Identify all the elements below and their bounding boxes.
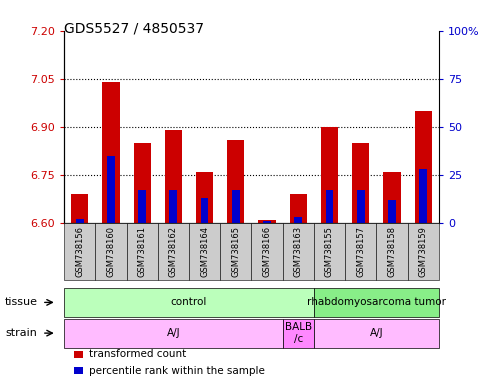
Bar — [227, 139, 245, 223]
Text: GSM738166: GSM738166 — [263, 226, 272, 277]
Text: BALB
/c: BALB /c — [284, 322, 312, 344]
Bar — [321, 127, 338, 223]
Text: GSM738158: GSM738158 — [387, 226, 396, 277]
Bar — [352, 143, 369, 223]
Bar — [76, 219, 84, 223]
Text: GSM738164: GSM738164 — [200, 226, 209, 277]
Text: GSM738157: GSM738157 — [356, 226, 365, 277]
Text: GSM738165: GSM738165 — [231, 226, 240, 277]
Text: tissue: tissue — [5, 297, 38, 308]
Bar — [201, 198, 209, 223]
Bar — [134, 143, 151, 223]
Text: rhabdomyosarcoma tumor: rhabdomyosarcoma tumor — [307, 297, 446, 308]
Text: strain: strain — [5, 328, 37, 338]
Text: percentile rank within the sample: percentile rank within the sample — [89, 366, 265, 376]
Bar — [419, 169, 427, 223]
Text: GSM738159: GSM738159 — [419, 226, 427, 277]
Bar — [103, 82, 119, 223]
Bar — [384, 172, 400, 223]
Text: GSM738160: GSM738160 — [106, 226, 115, 277]
Text: GSM738163: GSM738163 — [294, 226, 303, 277]
Bar — [357, 190, 365, 223]
Bar — [388, 200, 396, 223]
Text: A/J: A/J — [167, 328, 180, 338]
Text: GDS5527 / 4850537: GDS5527 / 4850537 — [64, 21, 204, 35]
Bar — [290, 194, 307, 223]
Text: control: control — [171, 297, 207, 308]
Bar — [325, 190, 333, 223]
Bar — [170, 190, 177, 223]
Text: GSM738161: GSM738161 — [138, 226, 146, 277]
Text: transformed count: transformed count — [89, 349, 186, 359]
Text: GSM738155: GSM738155 — [325, 226, 334, 277]
Bar — [107, 156, 115, 223]
Text: GSM738162: GSM738162 — [169, 226, 178, 277]
Bar — [232, 190, 240, 223]
Bar — [294, 217, 302, 223]
Bar — [165, 130, 182, 223]
Bar — [138, 190, 146, 223]
Text: A/J: A/J — [370, 328, 383, 338]
Text: GSM738156: GSM738156 — [75, 226, 84, 277]
Bar — [415, 111, 432, 223]
Bar — [258, 220, 276, 223]
Bar — [71, 194, 88, 223]
Bar — [196, 172, 213, 223]
Bar — [263, 221, 271, 223]
